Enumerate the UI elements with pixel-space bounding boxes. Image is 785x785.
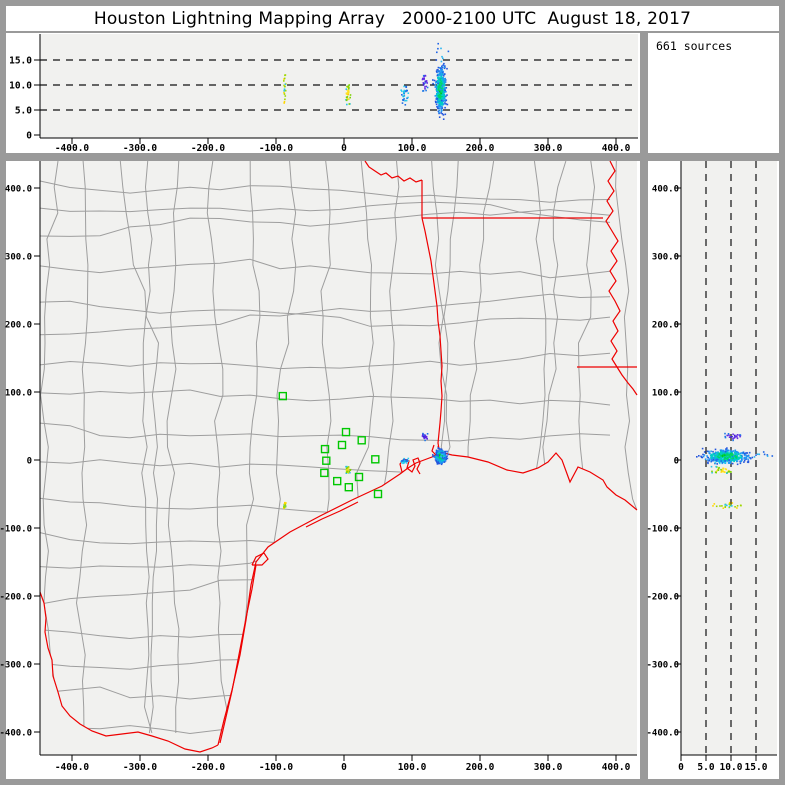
map-axes: -400.0 -400.0 -300.0 -300.0 -200.0 -200.0 -100… — [0, 161, 637, 773]
svg-text:-300.0: -300.0 — [123, 143, 158, 154]
svg-text:0: 0 — [341, 762, 347, 773]
lma-station-marker — [337, 440, 347, 450]
svg-text:15.0: 15.0 — [9, 56, 32, 67]
ns-source-dots — [696, 432, 774, 509]
svg-text:-100.0: -100.0 — [259, 143, 294, 154]
ew-altitude-plot[interactable]: 0 5.0 10.0 15.0 -400.0 -300.0 -200.0 -100.0 0 100… — [6, 33, 640, 154]
plan-view-map[interactable]: -400.0 -400.0 -300.0 -300.0 -200.0 -200.0 -100… — [0, 160, 640, 779]
ew-altitude-panel: 0 5.0 10.0 15.0 -400.0 -300.0 -200.0 -100.0 0 100… — [6, 33, 640, 154]
lma-station-marker — [278, 391, 287, 401]
lma-station-marker — [320, 444, 330, 454]
ew-plot-background — [40, 34, 638, 138]
svg-text:0: 0 — [341, 143, 347, 154]
lma-station-marker — [357, 436, 366, 445]
svg-text:200.0: 200.0 — [466, 143, 495, 154]
svg-text:400.0: 400.0 — [602, 762, 631, 773]
ew-source-dots — [283, 42, 450, 120]
svg-text:300.0: 300.0 — [534, 762, 563, 773]
title-bar: Houston Lightning Mapping Array 2000-210… — [6, 6, 779, 31]
svg-text:-100.0: -100.0 — [646, 525, 679, 535]
map-plot-background — [40, 161, 637, 755]
svg-text:-300.0: -300.0 — [123, 762, 158, 773]
svg-text:100.0: 100.0 — [652, 389, 679, 399]
svg-text:-400.0: -400.0 — [55, 143, 90, 154]
svg-text:300.0: 300.0 — [5, 253, 32, 263]
svg-text:5.0: 5.0 — [15, 106, 32, 117]
lma-station-marker — [322, 456, 331, 465]
svg-text:-200.0: -200.0 — [191, 143, 226, 154]
lma-station-marker — [373, 489, 383, 499]
svg-text:-400.0: -400.0 — [55, 762, 90, 773]
svg-text:200.0: 200.0 — [5, 321, 32, 331]
svg-text:200.0: 200.0 — [466, 762, 495, 773]
svg-text:-300.0: -300.0 — [0, 661, 32, 671]
sources-count-panel: 661 sources — [648, 33, 779, 153]
svg-text:300.0: 300.0 — [652, 253, 679, 263]
svg-text:100.0: 100.0 — [398, 762, 427, 773]
lma-station-marker — [333, 476, 342, 486]
svg-text:0: 0 — [27, 457, 32, 467]
page-title: Houston Lightning Mapping Array 2000-210… — [93, 8, 692, 29]
lma-station-marker — [354, 472, 364, 482]
svg-text:10.0: 10.0 — [720, 762, 743, 773]
ns-axes: -400.0 -300.0 -200.0 -100.0 0 100.0 200.0 300.0… — [646, 161, 777, 773]
svg-text:-400.0: -400.0 — [0, 729, 32, 739]
svg-text:0: 0 — [26, 131, 32, 142]
svg-text:-100.0: -100.0 — [0, 525, 32, 535]
svg-text:15.0: 15.0 — [745, 762, 768, 773]
svg-text:0: 0 — [678, 762, 684, 773]
map-source-dots — [283, 432, 450, 509]
svg-text:400.0: 400.0 — [5, 185, 32, 195]
sources-count-label: 661 sources — [656, 39, 733, 53]
svg-text:10.0: 10.0 — [9, 81, 32, 92]
svg-text:400.0: 400.0 — [652, 185, 679, 195]
lma-station-marker — [344, 483, 353, 492]
ns-altitude-plot[interactable]: -400.0 -300.0 -200.0 -100.0 0 100.0 200.0 300.0… — [646, 161, 779, 779]
lma-station-marker — [341, 427, 351, 437]
svg-text:-200.0: -200.0 — [0, 593, 32, 603]
svg-text:-400.0: -400.0 — [646, 729, 679, 739]
lma-station-marker — [320, 468, 329, 478]
svg-text:-200.0: -200.0 — [646, 593, 679, 603]
svg-text:-200.0: -200.0 — [191, 762, 226, 773]
svg-text:400.0: 400.0 — [602, 143, 631, 154]
svg-text:300.0: 300.0 — [534, 143, 563, 154]
svg-text:200.0: 200.0 — [652, 321, 679, 331]
ns-altitude-panel: -400.0 -300.0 -200.0 -100.0 0 100.0 200.0 300.0… — [646, 161, 779, 779]
svg-text:-100.0: -100.0 — [259, 762, 294, 773]
lma-stations — [278, 391, 383, 499]
ns-altitude-gridlines — [705, 161, 757, 755]
svg-text:5.0: 5.0 — [697, 762, 714, 773]
ew-altitude-gridlines — [40, 59, 638, 111]
plan-view-panel: -400.0 -400.0 -300.0 -300.0 -200.0 -200.0 -100… — [0, 160, 640, 779]
svg-text:0: 0 — [674, 457, 679, 467]
svg-text:100.0: 100.0 — [398, 143, 427, 154]
svg-text:-300.0: -300.0 — [646, 661, 679, 671]
ew-axes: 0 5.0 10.0 15.0 -400.0 -300.0 -200.0 -100.0 0 100… — [9, 34, 638, 154]
svg-text:100.0: 100.0 — [5, 389, 32, 399]
lma-station-marker — [371, 455, 380, 464]
